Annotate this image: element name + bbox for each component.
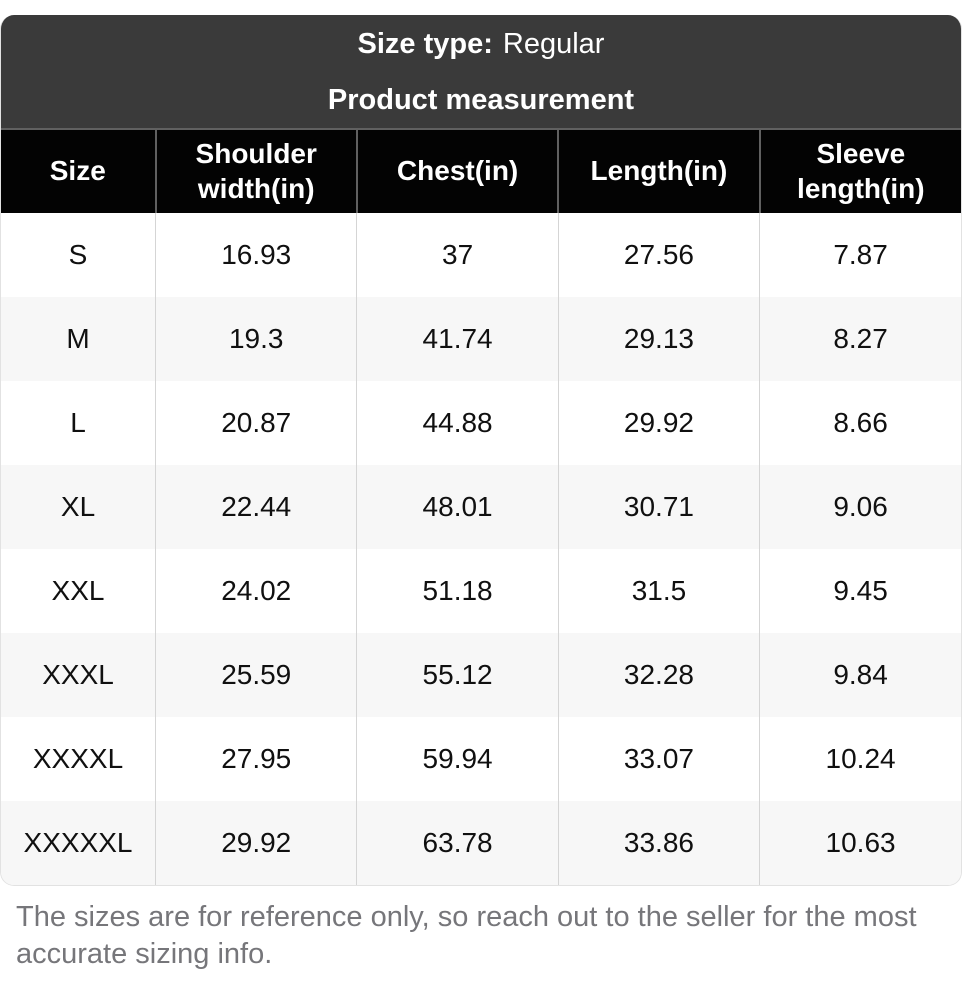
measurement-cell: 25.59 <box>155 633 357 717</box>
measurement-cell: 31.5 <box>557 549 760 633</box>
measurement-cell: 30.71 <box>557 465 760 549</box>
measurement-cell: 8.27 <box>759 297 961 381</box>
measurement-cell: 9.84 <box>759 633 961 717</box>
measurement-cell: 44.88 <box>356 381 559 465</box>
size-table: Size Shoulder width(in) Chest(in) Length… <box>1 128 961 885</box>
product-measurement-title: Product measurement <box>327 83 635 116</box>
sizing-disclaimer-note: The sizes are for reference only, so rea… <box>16 901 917 970</box>
measurement-cell: 9.45 <box>759 549 961 633</box>
table-row: XL 22.44 48.01 30.71 9.06 <box>1 465 961 549</box>
size-cell: XXL <box>1 549 156 633</box>
column-header-length: Length(in) <box>557 128 760 213</box>
measurement-cell: 7.87 <box>759 213 961 297</box>
size-type-value: Regular <box>502 27 605 60</box>
column-header-sleeve-length: Sleeve length(in) <box>758 128 961 213</box>
size-cell: XL <box>1 465 156 549</box>
measurement-cell: 51.18 <box>356 549 559 633</box>
measurement-cell: 10.24 <box>759 717 961 801</box>
measurement-cell: 41.74 <box>356 297 559 381</box>
measurement-cell: 24.02 <box>155 549 357 633</box>
measurement-cell: 10.63 <box>759 801 961 885</box>
measurement-cell: 16.93 <box>155 213 357 297</box>
measurement-cell: 29.13 <box>557 297 760 381</box>
table-row: S 16.93 37 27.56 7.87 <box>1 213 961 297</box>
measurement-cell: 20.87 <box>155 381 357 465</box>
measurement-cell: 33.86 <box>557 801 760 885</box>
table-header-row: Size Shoulder width(in) Chest(in) Length… <box>1 128 961 213</box>
measurement-cell: 27.56 <box>557 213 760 297</box>
table-row: XXXXXL 29.92 63.78 33.86 10.63 <box>1 801 961 885</box>
table-row: XXXXL 27.95 59.94 33.07 10.24 <box>1 717 961 801</box>
column-header-shoulder-width: Shoulder width(in) <box>154 128 357 213</box>
size-cell: XXXXXL <box>1 801 156 885</box>
size-type-label: Size type: <box>357 27 493 60</box>
size-cell: S <box>1 213 156 297</box>
column-header-size: Size <box>1 128 156 213</box>
size-chart-panel: Size type: Regular Product measurement Si… <box>0 15 962 886</box>
measurement-cell: 8.66 <box>759 381 961 465</box>
size-type-line: Size type: Regular <box>358 16 605 72</box>
measurement-cell: 63.78 <box>356 801 559 885</box>
measurement-cell: 19.3 <box>155 297 357 381</box>
measurement-cell: 27.95 <box>155 717 357 801</box>
size-cell: L <box>1 381 156 465</box>
measurement-cell: 32.28 <box>557 633 760 717</box>
column-header-chest: Chest(in) <box>355 128 559 213</box>
measurement-cell: 59.94 <box>356 717 559 801</box>
table-row: XXL 24.02 51.18 31.5 9.45 <box>1 549 961 633</box>
measurement-cell: 33.07 <box>557 717 760 801</box>
measurement-cell: 9.06 <box>759 465 961 549</box>
measurement-cell: 22.44 <box>155 465 357 549</box>
size-cell: XXXXL <box>1 717 156 801</box>
size-cell: XXXL <box>1 633 156 717</box>
table-row: XXXL 25.59 55.12 32.28 9.84 <box>1 633 961 717</box>
size-chart-title-bar: Size type: Regular Product measurement <box>1 15 961 128</box>
measurement-cell: 55.12 <box>356 633 559 717</box>
size-cell: M <box>1 297 156 381</box>
measurement-cell: 29.92 <box>155 801 357 885</box>
table-row: M 19.3 41.74 29.13 8.27 <box>1 297 961 381</box>
measurement-cell: 37 <box>356 213 559 297</box>
measurement-cell: 48.01 <box>356 465 559 549</box>
measurement-cell: 29.92 <box>557 381 760 465</box>
table-row: L 20.87 44.88 29.92 8.66 <box>1 381 961 465</box>
